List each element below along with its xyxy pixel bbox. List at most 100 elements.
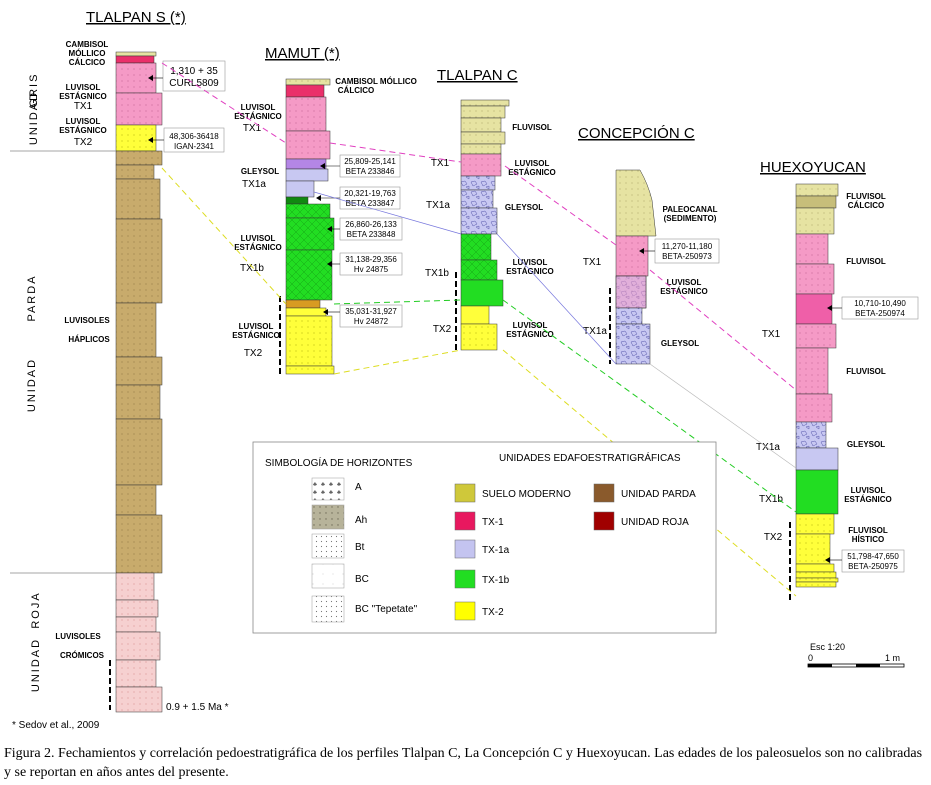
tls-soil-9: LUVISOLES bbox=[64, 316, 110, 325]
mamut-soil-12: TX2 bbox=[244, 348, 263, 359]
tlc-soil-6: TX1b bbox=[425, 268, 449, 279]
mamut-date-4: 26,860-26,133 bbox=[345, 220, 397, 229]
legend-units-title: UNIDADES EDAFOESTRATIGRÁFICAS bbox=[499, 451, 681, 464]
tlc-soil-11: ESTÁGNICO bbox=[506, 330, 554, 339]
legend-unit-swatch bbox=[454, 511, 476, 531]
legend-unit-swatch bbox=[454, 483, 476, 503]
title-tlalpan-c: TLALPAN C bbox=[437, 67, 518, 84]
cc-date-1: BETA-250973 bbox=[662, 252, 712, 261]
tls-soil-10: HÁPLICOS bbox=[68, 335, 110, 344]
mamut-soil-2: LUVISOL bbox=[241, 103, 276, 112]
profile-concepcion-c: CONCEPCIÓN C PALEOCANAL (SEDIMENTO) TX1 … bbox=[578, 125, 720, 365]
legend-unit-swatch bbox=[454, 601, 476, 621]
hx-soil-1: CÁLCICO bbox=[848, 201, 884, 210]
mamut-date-8: 35,031-31,927 bbox=[345, 307, 397, 316]
tlc-soil-8: ESTÁGNICO bbox=[506, 267, 554, 276]
tls-soil-4: ESTÁGNICO bbox=[59, 92, 107, 101]
hx-soil-7: TX1b bbox=[759, 494, 783, 505]
hx-soil-10: TX2 bbox=[764, 532, 783, 543]
legend-unit-label: UNIDAD ROJA bbox=[621, 517, 689, 528]
mamut-date-6: 31,138-29,356 bbox=[345, 255, 397, 264]
unit-label-0: UNIDAD bbox=[28, 91, 40, 145]
mamut-date-boxes: 25,809-25,141 BETA 233846 20,321-19,763 … bbox=[316, 154, 403, 328]
mamut-soil-1: CÁLCICO bbox=[338, 86, 374, 95]
tlc-soil-10: LUVISOL bbox=[513, 321, 548, 330]
tls-soil-1: MÓLLICO bbox=[69, 49, 106, 58]
tls-soil-0: CAMBISOL bbox=[66, 40, 109, 49]
tls-date-3: IGAN-2341 bbox=[174, 142, 215, 151]
mamut-soil-7: LUVISOL bbox=[241, 234, 276, 243]
cc-soil-1: (SEDIMENTO) bbox=[664, 214, 717, 223]
cc-date-0: 11,270-11,180 bbox=[662, 242, 713, 251]
legend-unit-label: TX-1a bbox=[482, 545, 510, 556]
mamut-soil-6: TX1a bbox=[242, 179, 266, 190]
legend-unit-label: TX-1b bbox=[482, 575, 510, 586]
mamut-date-0: 25,809-25,141 bbox=[344, 157, 396, 166]
tls-soil-7: ESTÁGNICO bbox=[59, 126, 107, 135]
hx-soil-4: FLUVISOL bbox=[846, 367, 886, 376]
tlc-soil-7: LUVISOL bbox=[513, 258, 548, 267]
hx-soil-8: LUVISOL bbox=[851, 486, 886, 495]
tls-bottom-age: 0.9 + 1.5 Ma * bbox=[166, 702, 229, 713]
legend-horizons-title: SIMBOLOGÍA DE HORIZONTES bbox=[265, 456, 413, 469]
mamut-date-1: BETA 233846 bbox=[346, 167, 395, 176]
tls-soil-5: TX1 bbox=[74, 101, 93, 112]
mamut-soil-9: TX1b bbox=[240, 263, 264, 274]
mamut-soil-11: ESTÁGNICO bbox=[232, 331, 280, 340]
tlc-soil-4: TX1a bbox=[426, 200, 450, 211]
figure-caption: Figura 2. Fechamientos y correlación ped… bbox=[4, 744, 926, 782]
cc-soil-2: TX1 bbox=[583, 257, 602, 268]
title-huexoyucan: HUEXOYUCAN bbox=[760, 159, 866, 176]
legend-unit-swatch bbox=[593, 483, 615, 503]
hx-date-2: 51,798-47,650 bbox=[847, 552, 899, 561]
hx-date-0: 10,710-10,490 bbox=[854, 299, 906, 308]
mamut-date-7: Hv 24875 bbox=[354, 265, 389, 274]
cc-soil-4: ESTÁGNICO bbox=[660, 287, 708, 296]
scale-end: 1 m bbox=[885, 653, 900, 663]
title-concepcion-c: CONCEPCIÓN C bbox=[578, 125, 695, 142]
legend-unit-swatch bbox=[454, 569, 476, 589]
tls-date-0: 1,310 + 35 bbox=[170, 66, 218, 77]
legend-unit-swatch bbox=[593, 511, 615, 531]
legend-horizon-bc-tepetate: BC "Tepetate" bbox=[355, 604, 418, 615]
legend-unit-label: TX-1 bbox=[482, 517, 504, 528]
title-tlalpan-s: TLALPAN S (*) bbox=[86, 9, 186, 26]
hx-date-3: BETA-250975 bbox=[848, 562, 898, 571]
mamut-date-5: BETA 233848 bbox=[347, 230, 396, 239]
hx-soil-2: FLUVISOL bbox=[846, 257, 886, 266]
legend-horizon-bc: BC bbox=[355, 574, 369, 585]
mamut-soil-10: LUVISOL bbox=[239, 322, 274, 331]
tls-soil-2: CÁLCICO bbox=[69, 58, 105, 67]
tls-soil-3: LUVISOL bbox=[66, 83, 101, 92]
tls-soil-8: TX2 bbox=[74, 137, 93, 148]
tls-soil-6: LUVISOL bbox=[66, 117, 101, 126]
hx-soil-0: FLUVISOL bbox=[846, 192, 886, 201]
hx-soil-6: GLEYSOL bbox=[847, 440, 885, 449]
tlc-soil-9: TX2 bbox=[433, 324, 452, 335]
unit-label-5: ROJA bbox=[30, 591, 42, 628]
profile-mamut: MAMUT (*) CAMBISOL MÓLLICO CÁLCICO LUVIS… bbox=[232, 45, 417, 375]
tlc-soil-0: FLUVISOL bbox=[512, 123, 552, 132]
legend-unit-label: SUELO MODERNO bbox=[482, 489, 571, 500]
profile-tlalpan-c: TLALPAN C FLUVISOL TX1 LUVISOL ESTÁGNICO… bbox=[425, 67, 556, 351]
cc-soil-6: GLEYSOL bbox=[661, 339, 699, 348]
tlc-soil-3: ESTÁGNICO bbox=[508, 168, 556, 177]
unit-label-4: UNIDAD bbox=[30, 638, 42, 692]
scale-label: Esc 1:20 bbox=[810, 642, 845, 652]
profile-tlalpan-s: TLALPAN S (*) CAMBISOL MÓLLICO CÁLCICO L… bbox=[10, 9, 229, 713]
cc-soil-3: LUVISOL bbox=[667, 278, 702, 287]
footnote: * Sedov et al., 2009 bbox=[12, 720, 100, 731]
scale-zero: 0 bbox=[808, 653, 813, 663]
correlation-figure: ♣ TLALPAN S (*) CAMBISO bbox=[10, 9, 919, 731]
mamut-soil-5: GLEYSOL bbox=[241, 167, 279, 176]
legend-horizon-bt: Bt bbox=[355, 542, 365, 553]
cc-soil-5: TX1a bbox=[583, 326, 607, 337]
mamut-soil-8: ESTÁGNICO bbox=[234, 243, 282, 252]
unit-label-2: UNIDAD bbox=[26, 358, 38, 412]
legend-unit-label: UNIDAD PARDA bbox=[621, 489, 696, 500]
legend-horizon-ah: Ah bbox=[355, 515, 367, 526]
mamut-date-2: 20,321-19,763 bbox=[344, 189, 396, 198]
unit-label-1: GRIS bbox=[28, 73, 40, 108]
scale-bar: Esc 1:20 0 1 m bbox=[807, 642, 905, 668]
tls-date-2: 48,306-36418 bbox=[169, 132, 219, 141]
